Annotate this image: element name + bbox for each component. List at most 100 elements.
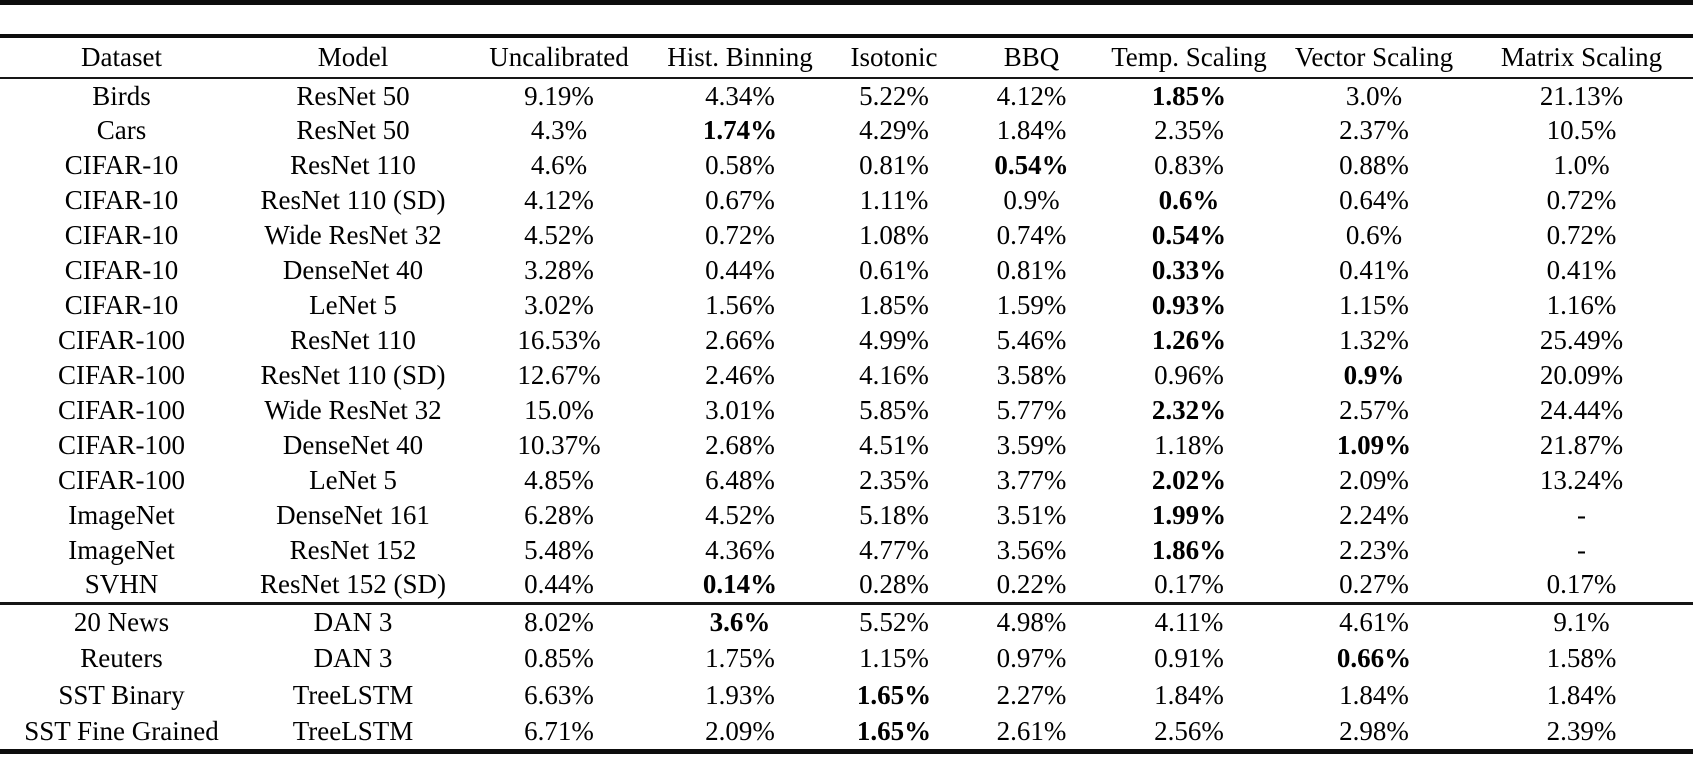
value-cell: 2.35% xyxy=(1154,115,1224,145)
value-cell: 1.15% xyxy=(1339,290,1409,320)
value-cell: 1.93% xyxy=(705,680,775,710)
table-row: CIFAR-100 DenseNet 40 10.37% 2.68% 4.51% 3.59… xyxy=(0,428,1693,463)
value-cell: 25.49% xyxy=(1539,325,1624,355)
table-row: 20 News DAN 3 8.02% 3.6% 5.52% 4.98% 4.11% 4.61… xyxy=(0,603,1693,640)
value-cell: 0.91% xyxy=(1154,643,1224,673)
table-row: CIFAR-100 Wide ResNet 32 15.0% 3.01% 5.85% 5.… xyxy=(0,393,1693,428)
value-cell: 0.27% xyxy=(1339,569,1409,600)
table-row: SST Binary TreeLSTM 6.63% 1.93% 1.65% 2.27% 1.… xyxy=(0,677,1693,714)
value-cell: 4.99% xyxy=(859,325,929,355)
value-cell: 2.27% xyxy=(996,680,1067,710)
value-cell: 4.85% xyxy=(524,465,594,495)
value-cell: 4.51% xyxy=(859,430,929,460)
value-cell: 0.17% xyxy=(1546,569,1617,600)
model-cell: LeNet 5 xyxy=(309,290,397,320)
dataset-cell: ImageNet xyxy=(68,500,175,530)
table-row: CIFAR-10 LeNet 5 3.02% 1.56% 1.85% 1.59% 0.93%… xyxy=(0,288,1693,323)
value-cell: 0.96% xyxy=(1154,360,1224,390)
dataset-cell: SST Fine Grained xyxy=(24,715,219,746)
table-row: CIFAR-100 ResNet 110 16.53% 2.66% 4.99% 5.46%… xyxy=(0,323,1693,358)
value-cell: 1.65% xyxy=(856,715,932,746)
value-cell: 4.12% xyxy=(996,80,1067,111)
value-cell: 4.52% xyxy=(524,220,594,250)
value-cell: 2.35% xyxy=(859,465,929,495)
value-cell: 1.09% xyxy=(1336,430,1412,460)
table-row: CIFAR-10 ResNet 110 4.6% 0.58% 0.81% 0.54% 0.8… xyxy=(0,148,1693,183)
value-cell: 2.09% xyxy=(1339,465,1409,495)
value-cell: 4.6% xyxy=(530,150,588,180)
value-cell: 6.63% xyxy=(524,680,594,710)
table-row: Reuters DAN 3 0.85% 1.75% 1.15% 0.97% 0.91% 0.6… xyxy=(0,640,1693,677)
value-cell: 4.16% xyxy=(859,360,929,390)
value-cell: 0.22% xyxy=(996,569,1067,600)
model-cell: ResNet 110 (SD) xyxy=(260,185,446,215)
dataset-cell: Cars xyxy=(96,115,147,145)
table-row: CIFAR-100 ResNet 110 (SD) 12.67% 2.46% 4.16%… xyxy=(0,358,1693,393)
value-cell: 3.6% xyxy=(709,606,771,637)
value-cell: 1.0% xyxy=(1553,150,1610,180)
value-cell: 4.3% xyxy=(530,115,588,145)
value-cell: 24.44% xyxy=(1539,395,1624,425)
dataset-cell: CIFAR-10 xyxy=(64,290,179,320)
value-cell: 2.09% xyxy=(705,715,775,746)
value-cell: - xyxy=(1577,500,1586,530)
value-cell: 21.13% xyxy=(1539,80,1624,111)
model-cell: ResNet 152 (SD) xyxy=(260,569,446,600)
value-cell: 1.32% xyxy=(1339,325,1409,355)
value-cell: 1.99% xyxy=(1151,500,1227,530)
column-header-temp-scaling: Temp. Scaling xyxy=(1111,42,1267,72)
value-cell: 0.28% xyxy=(859,569,929,600)
value-cell: 3.0% xyxy=(1345,80,1403,111)
value-cell: - xyxy=(1577,535,1586,565)
value-cell: 4.34% xyxy=(705,80,775,111)
model-cell: DenseNet 40 xyxy=(282,255,424,285)
value-cell: 3.01% xyxy=(705,395,775,425)
table-row: CIFAR-10 Wide ResNet 32 4.52% 0.72% 1.08% 0.7… xyxy=(0,218,1693,253)
value-cell: 0.85% xyxy=(524,643,594,673)
value-cell: 8.02% xyxy=(524,606,594,637)
value-cell: 3.51% xyxy=(996,500,1067,530)
dataset-cell: CIFAR-10 xyxy=(64,220,179,250)
value-cell: 1.65% xyxy=(856,680,932,710)
column-header-hist-binning: Hist. Binning xyxy=(667,42,813,72)
column-header-bbq: BBQ xyxy=(1003,42,1060,72)
value-cell: 1.26% xyxy=(1151,325,1227,355)
value-cell: 0.44% xyxy=(705,255,775,285)
value-cell: 2.57% xyxy=(1339,395,1409,425)
value-cell: 5.48% xyxy=(524,535,594,565)
top-rule xyxy=(0,0,1693,5)
value-cell: 1.85% xyxy=(1151,80,1227,111)
value-cell: 0.72% xyxy=(1546,185,1617,215)
value-cell: 9.19% xyxy=(524,80,594,111)
value-cell: 20.09% xyxy=(1539,360,1624,390)
dataset-cell: CIFAR-100 xyxy=(57,325,185,355)
dataset-cell: CIFAR-10 xyxy=(64,255,179,285)
value-cell: 4.11% xyxy=(1154,606,1224,637)
model-cell: LeNet 5 xyxy=(309,465,397,495)
value-cell: 0.6% xyxy=(1158,185,1220,215)
table-row: SVHN ResNet 152 (SD) 0.44% 0.14% 0.28% 0.22% 0… xyxy=(0,568,1693,603)
value-cell: 5.77% xyxy=(996,395,1067,425)
model-cell: ResNet 50 xyxy=(296,80,410,111)
value-cell: 5.52% xyxy=(859,606,929,637)
value-cell: 1.85% xyxy=(859,290,929,320)
value-cell: 1.56% xyxy=(705,290,775,320)
value-cell: 13.24% xyxy=(1539,465,1624,495)
value-cell: 0.41% xyxy=(1546,255,1617,285)
value-cell: 3.02% xyxy=(524,290,594,320)
value-cell: 4.77% xyxy=(859,535,929,565)
header-row: Dataset Model Uncalibrated Hist. Binning Iso… xyxy=(0,36,1693,78)
value-cell: 9.1% xyxy=(1553,606,1610,637)
model-cell: Wide ResNet 32 xyxy=(264,395,442,425)
table-row: ImageNet ResNet 152 5.48% 4.36% 4.77% 3.56% 1.… xyxy=(0,533,1693,568)
value-cell: 5.46% xyxy=(996,325,1067,355)
value-cell: 0.54% xyxy=(1151,220,1227,250)
value-cell: 2.23% xyxy=(1339,535,1409,565)
value-cell: 3.77% xyxy=(996,465,1067,495)
value-cell: 0.93% xyxy=(1151,290,1227,320)
model-cell: ResNet 50 xyxy=(296,115,410,145)
value-cell: 4.36% xyxy=(705,535,775,565)
value-cell: 0.17% xyxy=(1154,569,1224,600)
dataset-cell: SVHN xyxy=(84,569,159,600)
value-cell: 2.61% xyxy=(996,715,1067,746)
